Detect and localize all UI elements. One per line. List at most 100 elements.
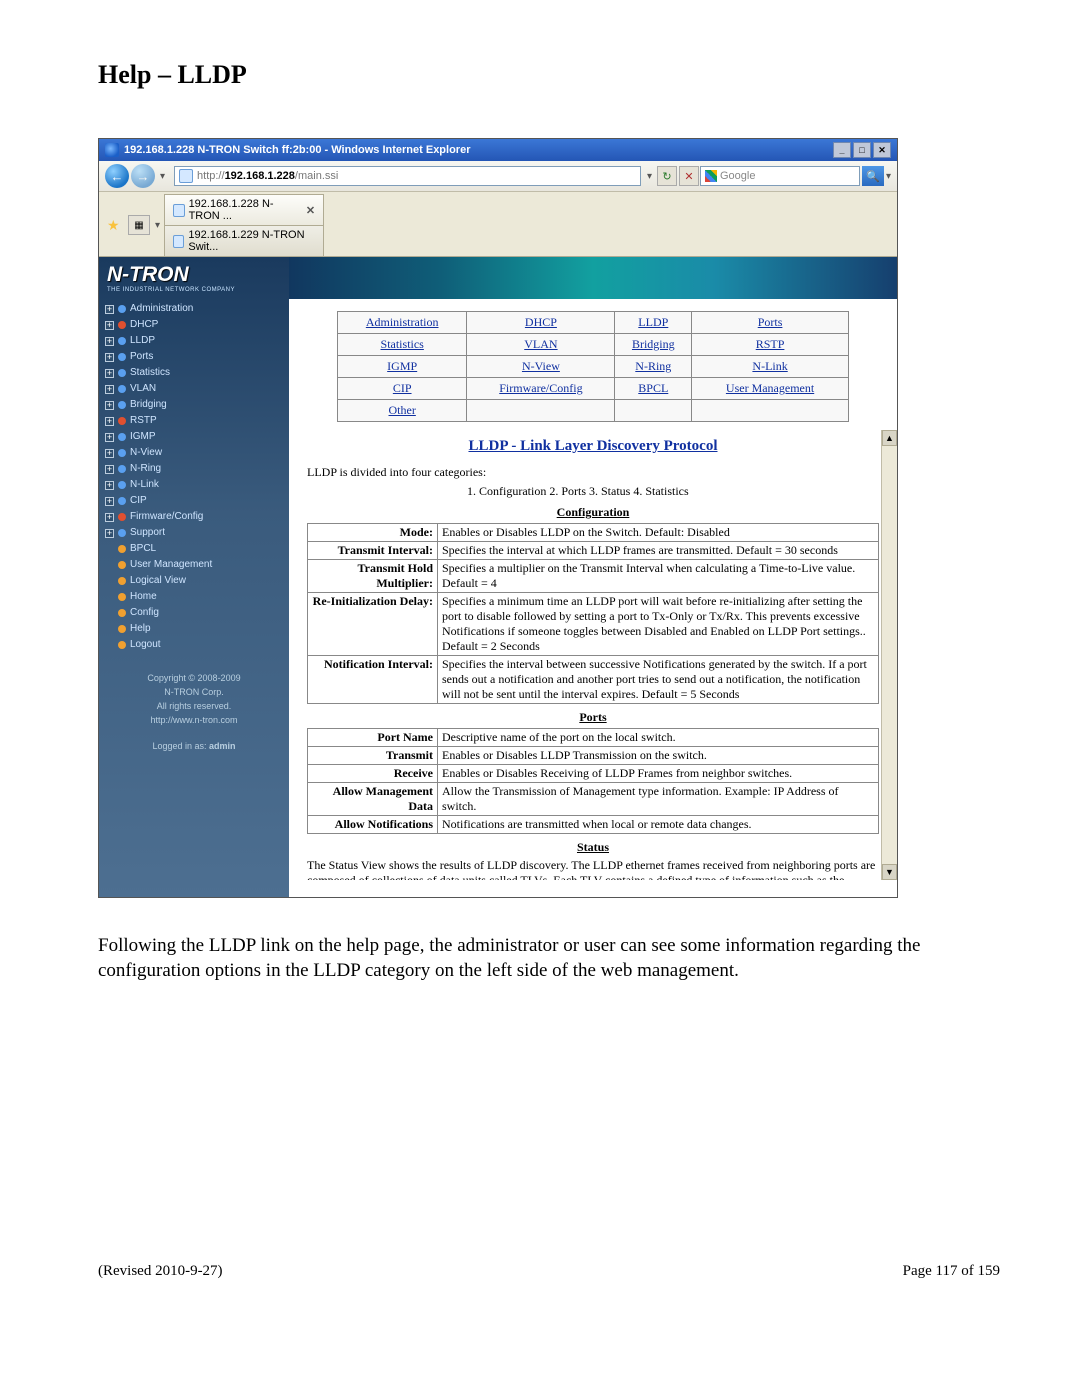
nav-link[interactable]: N-Link — [752, 359, 787, 373]
scroll-up-button[interactable]: ▲ — [882, 430, 897, 446]
nav-cell[interactable]: N-View — [467, 356, 615, 378]
tree-item[interactable]: User Management — [105, 557, 289, 573]
nav-cell[interactable]: User Management — [692, 378, 849, 400]
tree-item[interactable]: +DHCP — [105, 317, 289, 333]
expand-icon[interactable]: + — [105, 513, 114, 522]
tree-item[interactable]: BPCL — [105, 541, 289, 557]
refresh-button[interactable]: ↻ — [657, 166, 677, 186]
tree-item[interactable]: +RSTP — [105, 413, 289, 429]
tree-item[interactable]: +N-Ring — [105, 461, 289, 477]
nav-cell[interactable]: Firmware/Config — [467, 378, 615, 400]
scroll-down-button[interactable]: ▼ — [882, 864, 897, 880]
nav-link[interactable]: BPCL — [638, 381, 668, 395]
search-button[interactable]: 🔍 — [862, 166, 884, 186]
scrollbar[interactable]: ▲ ▼ — [881, 430, 897, 880]
tree-label: Home — [130, 590, 157, 604]
nav-cell[interactable]: N-Link — [692, 356, 849, 378]
nav-cell[interactable]: IGMP — [338, 356, 467, 378]
url-dropdown-icon[interactable]: ▾ — [647, 171, 652, 182]
address-bar[interactable]: http://192.168.1.228/main.ssi — [174, 166, 641, 186]
nav-link[interactable]: CIP — [393, 381, 412, 395]
nav-cell[interactable]: Ports — [692, 312, 849, 334]
forward-button[interactable]: → — [131, 164, 155, 188]
dropdown-icon[interactable]: ▾ — [160, 171, 165, 182]
browser-tab[interactable]: 192.168.1.229 N-TRON Swit... — [164, 225, 324, 256]
expand-icon[interactable]: + — [105, 481, 114, 490]
search-dropdown-icon[interactable]: ▾ — [886, 171, 891, 182]
quicktabs-button[interactable]: ▦ — [128, 215, 150, 235]
expand-icon[interactable]: + — [105, 529, 114, 538]
tab-label: 192.168.1.229 N-TRON Swit... — [188, 229, 315, 253]
tree-item[interactable]: +Support — [105, 525, 289, 541]
nav-link[interactable]: Firmware/Config — [499, 381, 582, 395]
nav-cell[interactable]: Bridging — [615, 334, 692, 356]
expand-icon[interactable]: + — [105, 497, 114, 506]
nav-link[interactable]: Statistics — [381, 337, 424, 351]
expand-icon[interactable]: + — [105, 385, 114, 394]
nav-link[interactable]: DHCP — [525, 315, 557, 329]
quicktabs-dropdown-icon[interactable]: ▾ — [155, 220, 160, 231]
table-row: Transmit Hold Multiplier:Specifies a mul… — [308, 560, 879, 593]
tree-item[interactable]: +Bridging — [105, 397, 289, 413]
nav-cell[interactable]: Other — [338, 400, 467, 422]
tree-item[interactable]: +N-View — [105, 445, 289, 461]
tree-item[interactable]: +LLDP — [105, 333, 289, 349]
nav-link[interactable]: Ports — [758, 315, 783, 329]
minimize-button[interactable]: _ — [833, 142, 851, 158]
nav-link[interactable]: Other — [389, 403, 416, 417]
favorites-icon[interactable]: ★ — [107, 217, 123, 233]
tree-item[interactable]: +Statistics — [105, 365, 289, 381]
expand-icon[interactable]: + — [105, 465, 114, 474]
expand-icon[interactable]: + — [105, 433, 114, 442]
tree-item[interactable]: +Ports — [105, 349, 289, 365]
tree-item[interactable]: +CIP — [105, 493, 289, 509]
stop-button[interactable]: ✕ — [679, 166, 699, 186]
search-box[interactable]: Google — [700, 166, 860, 186]
expand-icon[interactable]: + — [105, 369, 114, 378]
close-button[interactable]: ✕ — [873, 142, 891, 158]
nav-cell[interactable]: RSTP — [692, 334, 849, 356]
nav-cell[interactable]: BPCL — [615, 378, 692, 400]
search-placeholder: Google — [720, 170, 755, 182]
expand-icon[interactable]: + — [105, 449, 114, 458]
nav-cell[interactable]: DHCP — [467, 312, 615, 334]
nav-link[interactable]: VLAN — [524, 337, 557, 351]
nav-cell[interactable]: LLDP — [615, 312, 692, 334]
nav-cell[interactable]: N-Ring — [615, 356, 692, 378]
nav-cell[interactable]: Administration — [338, 312, 467, 334]
expand-icon[interactable]: + — [105, 353, 114, 362]
expand-icon[interactable]: + — [105, 305, 114, 314]
browser-tab[interactable]: 192.168.1.228 N-TRON ...✕ — [164, 194, 324, 225]
node-dot-icon — [118, 641, 126, 649]
nav-link[interactable]: User Management — [726, 381, 814, 395]
expand-icon[interactable]: + — [105, 321, 114, 330]
tree-item[interactable]: Config — [105, 605, 289, 621]
nav-link[interactable]: IGMP — [387, 359, 417, 373]
nav-link[interactable]: RSTP — [756, 337, 785, 351]
nav-link[interactable]: Administration — [366, 315, 439, 329]
nav-link[interactable]: N-Ring — [635, 359, 671, 373]
tab-close-icon[interactable]: ✕ — [306, 204, 315, 217]
nav-link[interactable]: Bridging — [632, 337, 675, 351]
tree-item[interactable]: +VLAN — [105, 381, 289, 397]
nav-link[interactable]: LLDP — [638, 315, 668, 329]
tree-item[interactable]: +Administration — [105, 301, 289, 317]
tree-item[interactable]: Home — [105, 589, 289, 605]
node-dot-icon — [118, 481, 126, 489]
nav-cell[interactable]: CIP — [338, 378, 467, 400]
tree-item[interactable]: Help — [105, 621, 289, 637]
tree-item[interactable]: Logout — [105, 637, 289, 653]
back-button[interactable]: ← — [105, 164, 129, 188]
nav-cell[interactable]: Statistics — [338, 334, 467, 356]
tree-item[interactable]: Logical View — [105, 573, 289, 589]
expand-icon[interactable]: + — [105, 337, 114, 346]
tree-item[interactable]: +Firmware/Config — [105, 509, 289, 525]
node-dot-icon — [118, 449, 126, 457]
expand-icon[interactable]: + — [105, 401, 114, 410]
tree-item[interactable]: +IGMP — [105, 429, 289, 445]
nav-link[interactable]: N-View — [522, 359, 560, 373]
maximize-button[interactable]: □ — [853, 142, 871, 158]
expand-icon[interactable]: + — [105, 417, 114, 426]
tree-item[interactable]: +N-Link — [105, 477, 289, 493]
nav-cell[interactable]: VLAN — [467, 334, 615, 356]
